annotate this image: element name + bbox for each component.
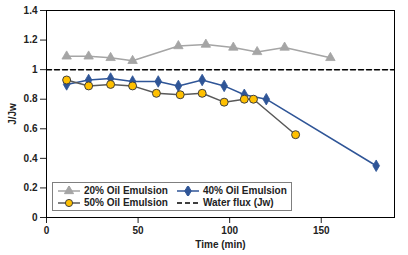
svg-text:0.2: 0.2 xyxy=(24,182,38,193)
svg-text:1.4: 1.4 xyxy=(24,5,38,16)
svg-text:0: 0 xyxy=(32,212,38,223)
svg-text:J/Jw: J/Jw xyxy=(7,103,18,125)
svg-text:0.8: 0.8 xyxy=(24,93,38,104)
svg-text:0.6: 0.6 xyxy=(24,123,38,134)
svg-text:0.4: 0.4 xyxy=(24,153,38,164)
svg-text:Time (min): Time (min) xyxy=(195,239,245,250)
html-text:50% Oil Emulsion: 50% Oil Emulsion xyxy=(84,197,168,208)
svg-text:50: 50 xyxy=(133,225,145,236)
html-text:40% Oil Emulsion: 40% Oil Emulsion xyxy=(202,185,287,196)
svg-text:1.2: 1.2 xyxy=(24,34,38,45)
svg-text:0: 0 xyxy=(44,225,50,236)
html-text:Water flux (Jw): Water flux (Jw) xyxy=(202,197,274,208)
svg-text:100: 100 xyxy=(221,225,238,236)
svg-text:150: 150 xyxy=(313,225,330,236)
svg-text:1: 1 xyxy=(32,64,38,75)
html-text:20% Oil Emulsion: 20% Oil Emulsion xyxy=(84,185,168,196)
